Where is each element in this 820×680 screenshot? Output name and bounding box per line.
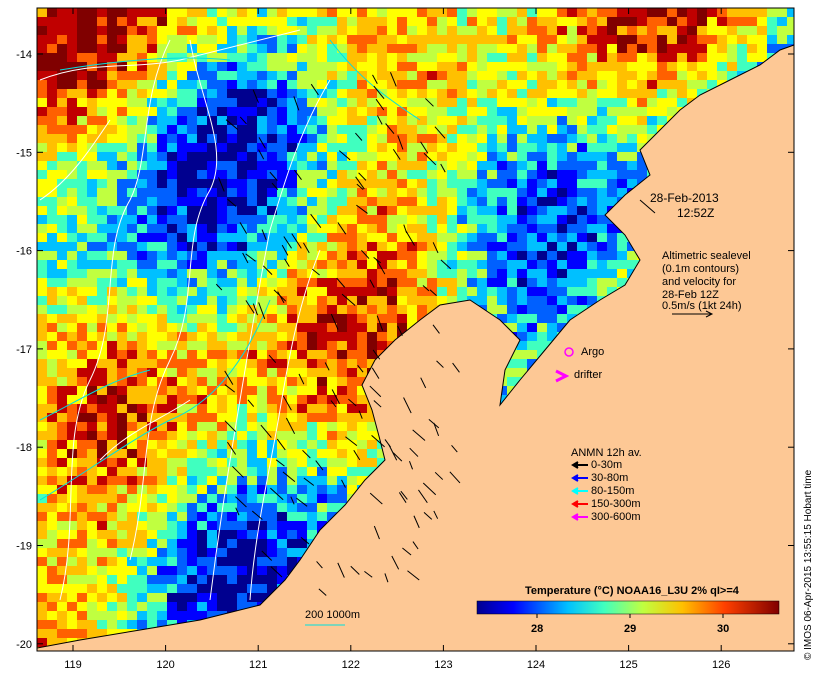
lat-tick-label: -20	[16, 639, 32, 651]
lon-tick-label: 126	[712, 659, 730, 671]
lon-tick-label: 123	[434, 659, 452, 671]
mooring-legend-item: 150-300m	[591, 498, 641, 510]
altimetry-note-line4: 28-Feb 12Z	[662, 289, 719, 301]
date-pointer-line	[639, 199, 656, 214]
colorbar-tick-label: 28	[531, 623, 544, 635]
altimetry-note-line5: 0.5m/s (1kt 24h)	[662, 300, 742, 312]
altimetry-note-line3: and velocity for	[662, 276, 736, 288]
argo-label: Argo	[581, 346, 605, 358]
lon-tick-label: 120	[156, 659, 174, 671]
mooring-legend-item: 30-80m	[591, 472, 629, 484]
credit-label: © IMOS 06-Apr-2015 13:55:15 Hobart time	[803, 469, 814, 660]
isobath-lines	[39, 39, 421, 501]
drifter-label: drifter	[574, 369, 603, 381]
mooring-legend-arrows	[571, 461, 588, 521]
time-label: 12:52Z	[677, 206, 715, 220]
lat-tick-label: -14	[16, 49, 32, 61]
lon-tick-label: 119	[64, 659, 82, 671]
map-border	[36, 7, 795, 652]
lon-tick-label: 124	[527, 659, 545, 671]
axis-labels: 119 120 121 122 123 124 125 126 -14 -15 -16 -17 -18 -…	[16, 49, 730, 671]
velocity-scale-arrow	[672, 310, 714, 318]
date-label: 28-Feb-2013	[650, 191, 719, 205]
mooring-legend-item: 80-150m	[591, 485, 635, 497]
lat-tick-label: -15	[16, 147, 32, 159]
lat-tick-label: -19	[16, 541, 32, 553]
altimetry-note-line1: Altimetric sealevel	[662, 250, 751, 262]
isobath-label: 200 1000m	[305, 609, 361, 621]
lat-tick-label: -17	[16, 344, 32, 356]
map-frame	[36, 8, 795, 652]
land-mass	[36, 8, 795, 652]
argo-marker	[564, 347, 574, 357]
lon-tick-label: 122	[342, 659, 360, 671]
colorbar-tick-label: 29	[624, 623, 637, 635]
axis-ticks	[37, 8, 794, 651]
lon-tick-label: 121	[249, 659, 267, 671]
sealevel-contours	[39, 29, 331, 601]
lon-tick-label: 125	[619, 659, 637, 671]
drifter-marker	[555, 369, 570, 383]
mooring-legend-title: ANMN 12h av.	[571, 447, 642, 459]
lat-tick-label: -16	[16, 246, 32, 258]
altimetry-note-line2: (0.1m contours)	[662, 263, 740, 275]
colorbar	[476, 600, 780, 618]
colorbar-tick-label: 30	[717, 623, 730, 635]
mooring-legend-item: 300-600m	[591, 511, 641, 523]
mooring-legend-item: 0-30m	[591, 459, 623, 471]
colorbar-title: Temperature (°C) NOAA16_L3U 2% qI>=4	[525, 585, 739, 597]
velocity-vectors	[215, 72, 461, 596]
lat-tick-label: -18	[16, 442, 32, 454]
